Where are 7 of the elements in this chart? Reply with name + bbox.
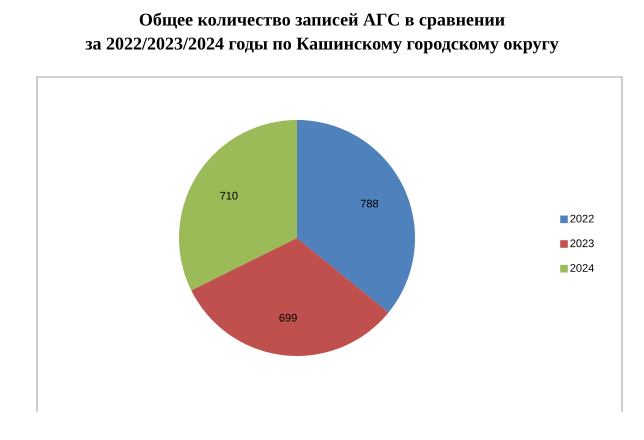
data-label: 788 <box>360 200 378 208</box>
data-label: 699 <box>279 314 297 322</box>
chart-title: Общее количество записей АГС в сравнении за 2022/2023/2024 годы по Кашинскому городскому округу <box>86 12 559 54</box>
legend-label: 2024 <box>570 264 594 272</box>
legend-label: 2022 <box>570 214 594 223</box>
data-label: 710 <box>220 192 238 200</box>
legend-label: 2023 <box>570 239 594 248</box>
